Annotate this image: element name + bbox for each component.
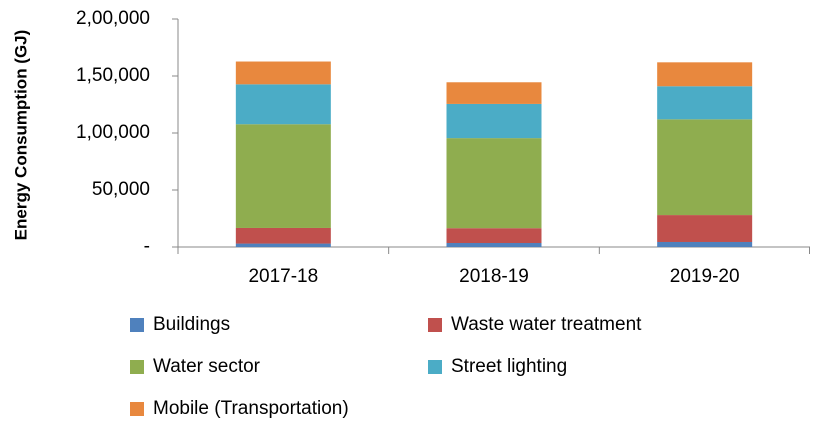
y-tick-label: 2,00,000 <box>76 8 150 29</box>
bar-segment <box>446 103 542 139</box>
x-tick-label: 2017-18 <box>248 266 318 287</box>
legend-swatch <box>130 402 144 416</box>
bar-segment <box>235 243 331 247</box>
bar-segment <box>657 62 753 87</box>
bar-segment <box>235 61 331 85</box>
y-tick-label: - <box>144 236 150 257</box>
bar-segment <box>235 124 331 228</box>
legend-swatch <box>130 360 144 374</box>
bar-segment <box>235 84 331 125</box>
bar-segment <box>446 228 542 244</box>
bar-segment <box>657 119 753 216</box>
y-tick-label: 50,000 <box>92 179 150 200</box>
bar-segment <box>446 82 542 104</box>
legend-label: Waste water treatment <box>451 314 642 335</box>
legend-label: Water sector <box>153 356 261 377</box>
legend-label: Buildings <box>153 314 230 335</box>
bar-segment <box>235 227 331 244</box>
bar-segment <box>446 138 542 229</box>
bar-segment <box>446 243 542 247</box>
x-tick-label: 2019-20 <box>670 266 740 287</box>
legend-swatch <box>428 360 442 374</box>
legend-swatch <box>428 318 442 332</box>
y-axis-label: Energy Consumption (GJ) <box>11 30 30 241</box>
legend-label: Street lighting <box>451 356 567 377</box>
legend-label: Mobile (Transportation) <box>153 398 349 419</box>
bar-segment <box>657 241 753 247</box>
bar-segment <box>657 215 753 242</box>
y-tick-label: 1,00,000 <box>76 122 150 143</box>
bar-segment <box>657 86 753 120</box>
y-tick-label: 1,50,000 <box>76 65 150 86</box>
x-tick-label: 2018-19 <box>459 266 529 287</box>
legend-swatch <box>130 318 144 332</box>
